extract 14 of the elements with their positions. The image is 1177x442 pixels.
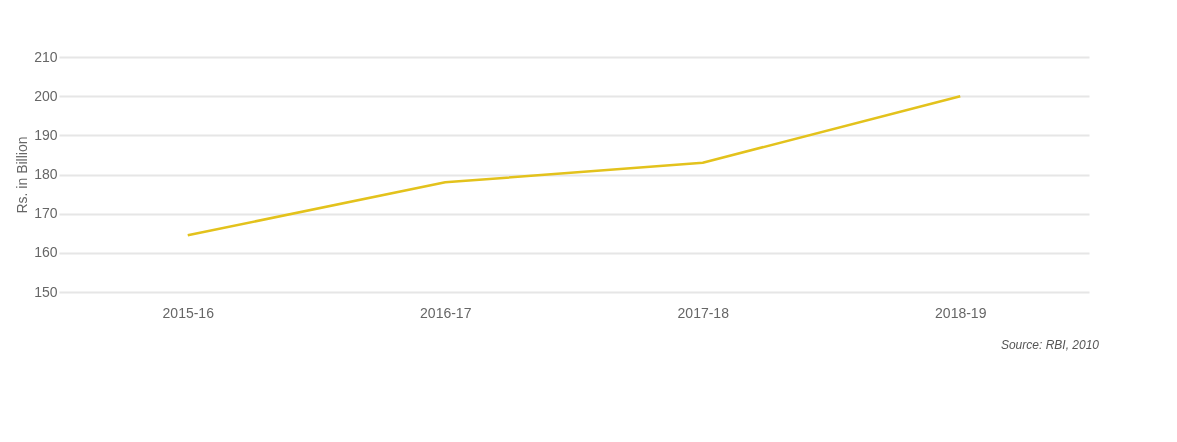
x-tick-label: 2018-19 bbox=[935, 304, 987, 321]
y-tick-label: 210 bbox=[34, 48, 58, 65]
y-axis-title: Rs. in Billion bbox=[14, 136, 31, 214]
x-tick-label: 2016-17 bbox=[420, 304, 472, 321]
y-tick-label: 160 bbox=[34, 244, 58, 261]
x-tick-label: 2017-18 bbox=[677, 304, 730, 321]
source-note: Source: RBI, 2010 bbox=[1000, 338, 1100, 352]
y-tick-label: 180 bbox=[34, 166, 58, 182]
y-tick-label: 170 bbox=[34, 205, 58, 222]
x-tick-label: 2015-16 bbox=[162, 304, 215, 321]
y-tick-label: 150 bbox=[34, 283, 58, 300]
line-series bbox=[186, 94, 962, 237]
y-tick-label: 190 bbox=[34, 126, 58, 143]
y-tick-label: 200 bbox=[34, 87, 58, 104]
